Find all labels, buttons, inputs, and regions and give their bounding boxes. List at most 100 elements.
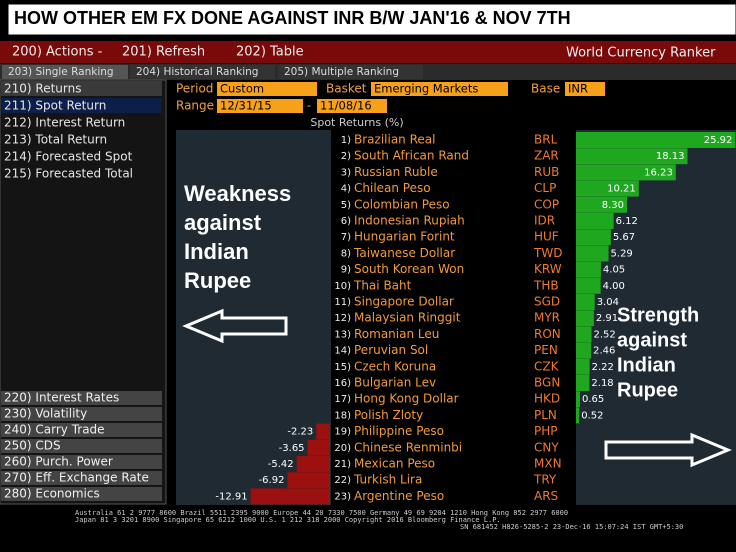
footer-line: Australia 61 2 9777 8600 Brazil 5511 239… <box>75 509 568 517</box>
rank: 2) <box>341 151 351 162</box>
sidebar-item[interactable]: 240) Carry Trade <box>4 423 105 437</box>
tab[interactable] <box>278 65 423 79</box>
rank: 20) <box>334 443 351 454</box>
currency-code: MXN <box>534 457 562 471</box>
bar <box>576 196 628 213</box>
sidebar-item[interactable]: 211) Spot Return <box>4 99 106 113</box>
value-label: 2.22 <box>592 362 614 373</box>
bar <box>287 472 330 489</box>
tab-label[interactable]: 205) Multiple Ranking <box>284 66 399 78</box>
control-label: Basket <box>326 82 367 96</box>
value-label: 2.52 <box>593 329 615 340</box>
value-label: -12.91 <box>215 491 247 502</box>
rank: 17) <box>334 394 351 405</box>
control-input[interactable] <box>217 99 303 113</box>
sidebar-button[interactable] <box>1 423 162 437</box>
currency-code: CNY <box>534 440 559 454</box>
bar <box>576 407 580 424</box>
sidebar-item[interactable]: 215) Forecasted Total <box>4 167 133 181</box>
currency-name: South Korean Won <box>354 262 464 276</box>
currency-name: Peruvian Sol <box>354 343 428 357</box>
currency-name: Romanian Leu <box>354 327 439 341</box>
sidebar-item[interactable]: 220) Interest Rates <box>4 391 119 405</box>
currency-code: THB <box>533 278 559 292</box>
sidebar-item[interactable]: 230) Volatility <box>4 407 87 421</box>
control-value[interactable]: 11/08/16 <box>320 99 372 113</box>
sidebar-item[interactable]: 250) CDS <box>4 439 61 453</box>
rank: 23) <box>334 491 351 502</box>
value-label: 4.00 <box>603 281 625 292</box>
sidebar-item[interactable]: 214) Forecasted Spot <box>4 150 133 164</box>
sidebar-item[interactable]: 260) Purch. Power <box>4 455 113 469</box>
control-value[interactable]: 12/31/15 <box>220 99 272 113</box>
currency-code: IDR <box>534 214 555 228</box>
sidebar-button[interactable] <box>1 487 162 501</box>
value-label: 5.29 <box>611 248 633 259</box>
rank: 10) <box>334 281 351 292</box>
value-label: -5.42 <box>268 459 294 470</box>
tab-label[interactable]: 204) Historical Ranking <box>136 66 258 78</box>
menu-item[interactable]: 202) Table <box>236 45 304 60</box>
rank: 11) <box>334 297 351 308</box>
value-label: 10.21 <box>607 184 636 195</box>
control-value[interactable]: Emerging Markets <box>374 82 478 96</box>
value-label: 3.04 <box>597 297 619 308</box>
tab[interactable] <box>130 65 275 79</box>
sidebar-item[interactable]: 270) Eff. Exchange Rate <box>4 471 149 485</box>
rank: 4) <box>341 184 351 195</box>
rank: 19) <box>334 427 351 438</box>
control-input[interactable] <box>217 82 317 96</box>
bar <box>576 213 614 229</box>
currency-code: PEN <box>534 343 558 357</box>
control-input[interactable] <box>565 82 605 96</box>
bar <box>576 294 595 310</box>
sidebar-button[interactable] <box>1 391 162 405</box>
value-label: 8.30 <box>602 200 624 211</box>
control-input[interactable] <box>371 82 508 96</box>
currency-name: Czech Koruna <box>354 359 436 373</box>
value-label: 2.18 <box>591 378 613 389</box>
value-label: 2.91 <box>596 313 618 324</box>
footer-line: Japan 81 3 3201 8900 Singapore 65 6212 1… <box>75 516 501 524</box>
control-label: Base <box>531 82 560 96</box>
currency-code: ZAR <box>534 149 559 163</box>
currency-code: TRY <box>533 473 557 487</box>
sidebar-header[interactable] <box>1 81 162 96</box>
menu-item[interactable]: 200) Actions - <box>12 45 103 60</box>
annotation: against <box>617 329 687 351</box>
bar <box>576 277 601 294</box>
currency-name: Taiwanese Dollar <box>353 246 455 260</box>
sidebar-button[interactable] <box>1 455 162 469</box>
annotation: Strength <box>617 304 699 326</box>
sidebar-item[interactable]: 213) Total Return <box>4 133 107 147</box>
menu-item[interactable]: 201) Refresh <box>122 45 205 60</box>
currency-code: RUB <box>534 165 559 179</box>
sidebar-selected[interactable] <box>1 98 162 113</box>
currency-code: TWD <box>533 246 562 260</box>
control-value[interactable]: INR <box>568 82 588 96</box>
sidebar-button[interactable] <box>1 407 162 421</box>
currency-name: Hungarian Forint <box>354 230 455 244</box>
tab-label[interactable]: 203) Single Ranking <box>8 66 114 78</box>
value-label: -2.23 <box>287 427 313 438</box>
sidebar-button[interactable] <box>1 471 162 485</box>
tab[interactable] <box>2 65 128 79</box>
currency-name: Singapore Dollar <box>354 295 454 309</box>
control-input[interactable] <box>317 99 387 113</box>
value-label: 5.67 <box>613 232 635 243</box>
sidebar-item[interactable]: 280) Economics <box>4 487 100 501</box>
bar <box>307 439 330 456</box>
currency-name: Philippine Peso <box>354 424 444 438</box>
app-name: World Currency Ranker <box>566 46 716 61</box>
currency-code: COP <box>534 197 559 211</box>
control-value[interactable]: Custom <box>220 82 264 96</box>
sidebar-item[interactable]: 210) Returns <box>4 82 81 96</box>
currency-name: Turkish Lira <box>353 473 422 487</box>
bar <box>250 488 330 505</box>
title: HOW OTHER EM FX DONE AGAINST INR B/W JAN… <box>14 8 571 28</box>
currency-name: Indonesian Rupiah <box>354 214 465 228</box>
sidebar-button[interactable] <box>1 439 162 453</box>
sidebar-item[interactable]: 212) Interest Return <box>4 116 125 130</box>
bar <box>576 180 639 197</box>
